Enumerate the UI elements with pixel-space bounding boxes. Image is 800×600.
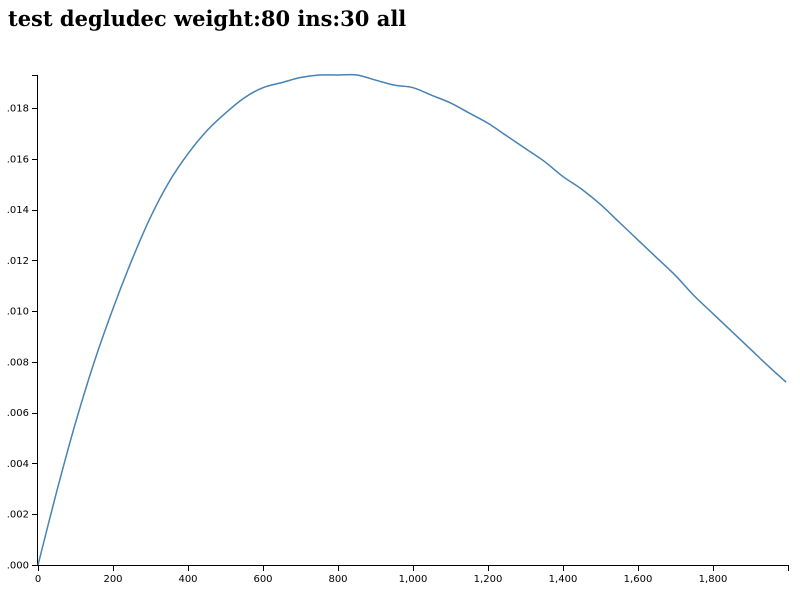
y-tick-label: .016 (7, 154, 29, 165)
y-tick-label: .008 (7, 357, 29, 368)
y-tick-label: .010 (7, 307, 29, 318)
x-tick-label: 600 (253, 574, 272, 585)
x-tick-label: 400 (178, 574, 197, 585)
y-axis: .000 .002 .004 .006 .008 .010 .012 .014 .016 .018 (7, 75, 38, 572)
plot-area (37, 73, 787, 566)
y-tick-label: .002 (7, 510, 29, 521)
y-tick-label: .006 (7, 408, 29, 419)
x-tick-label: 200 (103, 574, 122, 585)
x-tick-label: 0 (35, 574, 41, 585)
y-tick-label: .000 (7, 561, 29, 572)
x-tick-label: 1,600 (624, 574, 653, 585)
x-tick-label: 1,400 (549, 574, 578, 585)
x-tick-label: 1,200 (474, 574, 503, 585)
x-tick-label: 1,000 (399, 574, 428, 585)
x-tick-label: 800 (328, 574, 347, 585)
x-axis: 0 200 400 600 800 1,000 1,200 1,400 1,600 1,800 (35, 565, 789, 585)
y-tick-label: .004 (7, 459, 29, 470)
y-tick-label: .012 (7, 256, 29, 267)
chart-title: test degludec weight:80 ins:30 all (8, 6, 407, 31)
y-tick-label: .014 (7, 205, 29, 216)
y-tick-label: .018 (7, 104, 29, 115)
series-line-0 (37, 73, 787, 566)
x-tick-label: 1,800 (699, 574, 728, 585)
